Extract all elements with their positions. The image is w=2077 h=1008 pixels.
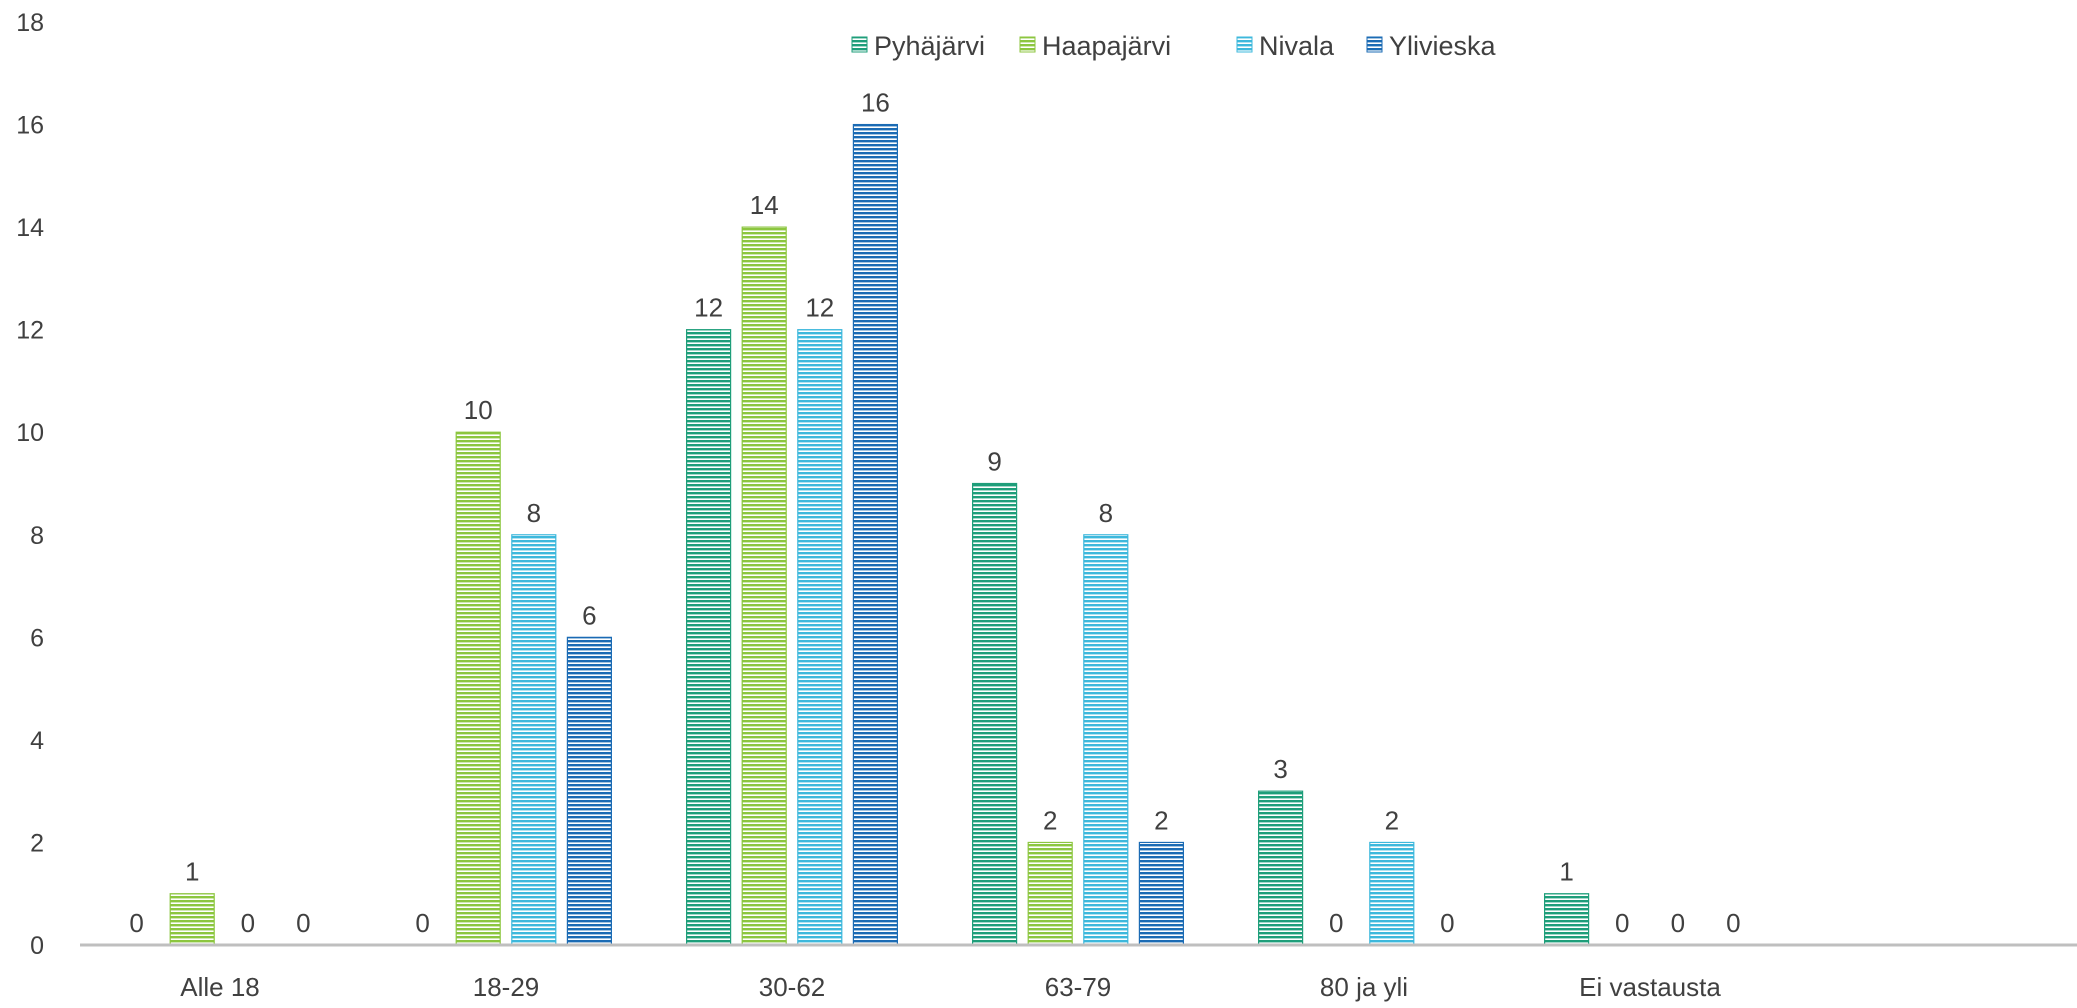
data-label: 2	[1385, 805, 1399, 835]
y-tick-label: 18	[16, 9, 44, 37]
y-tick-label: 12	[16, 317, 44, 345]
bar-haapajärvi	[741, 226, 787, 946]
legend-label: Ylivieska	[1389, 31, 1497, 61]
data-label: 1	[185, 857, 199, 887]
x-tick-label: 18-29	[473, 972, 540, 1002]
bar-nivala	[511, 534, 557, 946]
legend: Pyhäjärvi Haapajärvi Nivala Ylivieska	[851, 31, 1497, 61]
legend-label: Haapajärvi	[1042, 31, 1171, 61]
bar-pyhäjärvi	[1257, 790, 1304, 946]
bar-haapajärvi	[455, 431, 501, 946]
legend-swatch	[1019, 36, 1036, 53]
bar-haapajärvi	[169, 893, 215, 946]
bar-nivala	[1083, 534, 1129, 946]
data-label: 9	[987, 447, 1001, 477]
data-label: 12	[694, 293, 723, 323]
y-tick-label: 14	[16, 214, 44, 242]
data-label: 0	[1671, 908, 1685, 938]
data-label: 0	[1329, 908, 1343, 938]
legend-item: Ylivieska	[1366, 31, 1497, 61]
data-label: 0	[296, 908, 310, 938]
legend-swatch	[1236, 36, 1253, 53]
y-tick-label: 2	[30, 829, 44, 857]
data-label: 8	[1099, 498, 1113, 528]
y-tick-label: 4	[30, 727, 44, 755]
legend-item: Haapajärvi	[1019, 31, 1171, 61]
x-tick-label: Alle 18	[180, 972, 260, 1002]
data-label: 0	[1615, 908, 1629, 938]
y-tick-label: 10	[16, 419, 44, 447]
x-axis: Alle 18 18-29 30-62 63-79 80 ja yli Ei vastau…	[80, 943, 2077, 1002]
y-tick-label: 0	[30, 932, 44, 960]
x-tick-label: 30-62	[759, 972, 826, 1002]
data-label: 12	[805, 293, 834, 323]
bar-nivala	[797, 329, 843, 946]
bar-haapajärvi	[1027, 841, 1073, 946]
data-label: 6	[582, 600, 596, 630]
y-tick-label: 8	[30, 522, 44, 550]
x-tick-label: 63-79	[1045, 972, 1112, 1002]
data-label: 14	[750, 190, 779, 220]
bar-pyhäjärvi	[1543, 893, 1590, 946]
bar-pyhäjärvi	[685, 329, 732, 946]
bar-ylivieska	[1138, 841, 1185, 946]
legend-item: Pyhäjärvi	[851, 31, 985, 61]
legend-swatch	[851, 36, 868, 53]
bar-ylivieska	[566, 636, 613, 946]
y-tick-label: 6	[30, 624, 44, 652]
data-label: 16	[861, 88, 890, 118]
y-tick-label: 16	[16, 112, 44, 140]
x-tick-label: 80 ja yli	[1320, 972, 1408, 1002]
data-label: 0	[129, 908, 143, 938]
legend-label: Pyhäjärvi	[874, 31, 985, 61]
data-label: 10	[464, 395, 493, 425]
legend-swatch	[1366, 36, 1383, 53]
bar-nivala	[1369, 841, 1415, 946]
data-label: 0	[1440, 908, 1454, 938]
data-label: 3	[1273, 754, 1287, 784]
data-label: 2	[1154, 805, 1168, 835]
data-label: 0	[241, 908, 255, 938]
data-label: 2	[1043, 805, 1057, 835]
bars	[169, 123, 1590, 946]
data-label: 0	[1726, 908, 1740, 938]
legend-item: Nivala	[1236, 31, 1335, 61]
data-label: 8	[527, 498, 541, 528]
legend-label: Nivala	[1259, 31, 1335, 61]
y-axis: 0 2 4 6 8 10 12 14 16 18	[16, 9, 44, 960]
data-label: 1	[1559, 857, 1573, 887]
x-tick-label: Ei vastausta	[1579, 972, 1721, 1002]
data-label: 0	[415, 908, 429, 938]
bar-pyhäjärvi	[971, 482, 1018, 946]
bar-ylivieska	[852, 123, 899, 946]
